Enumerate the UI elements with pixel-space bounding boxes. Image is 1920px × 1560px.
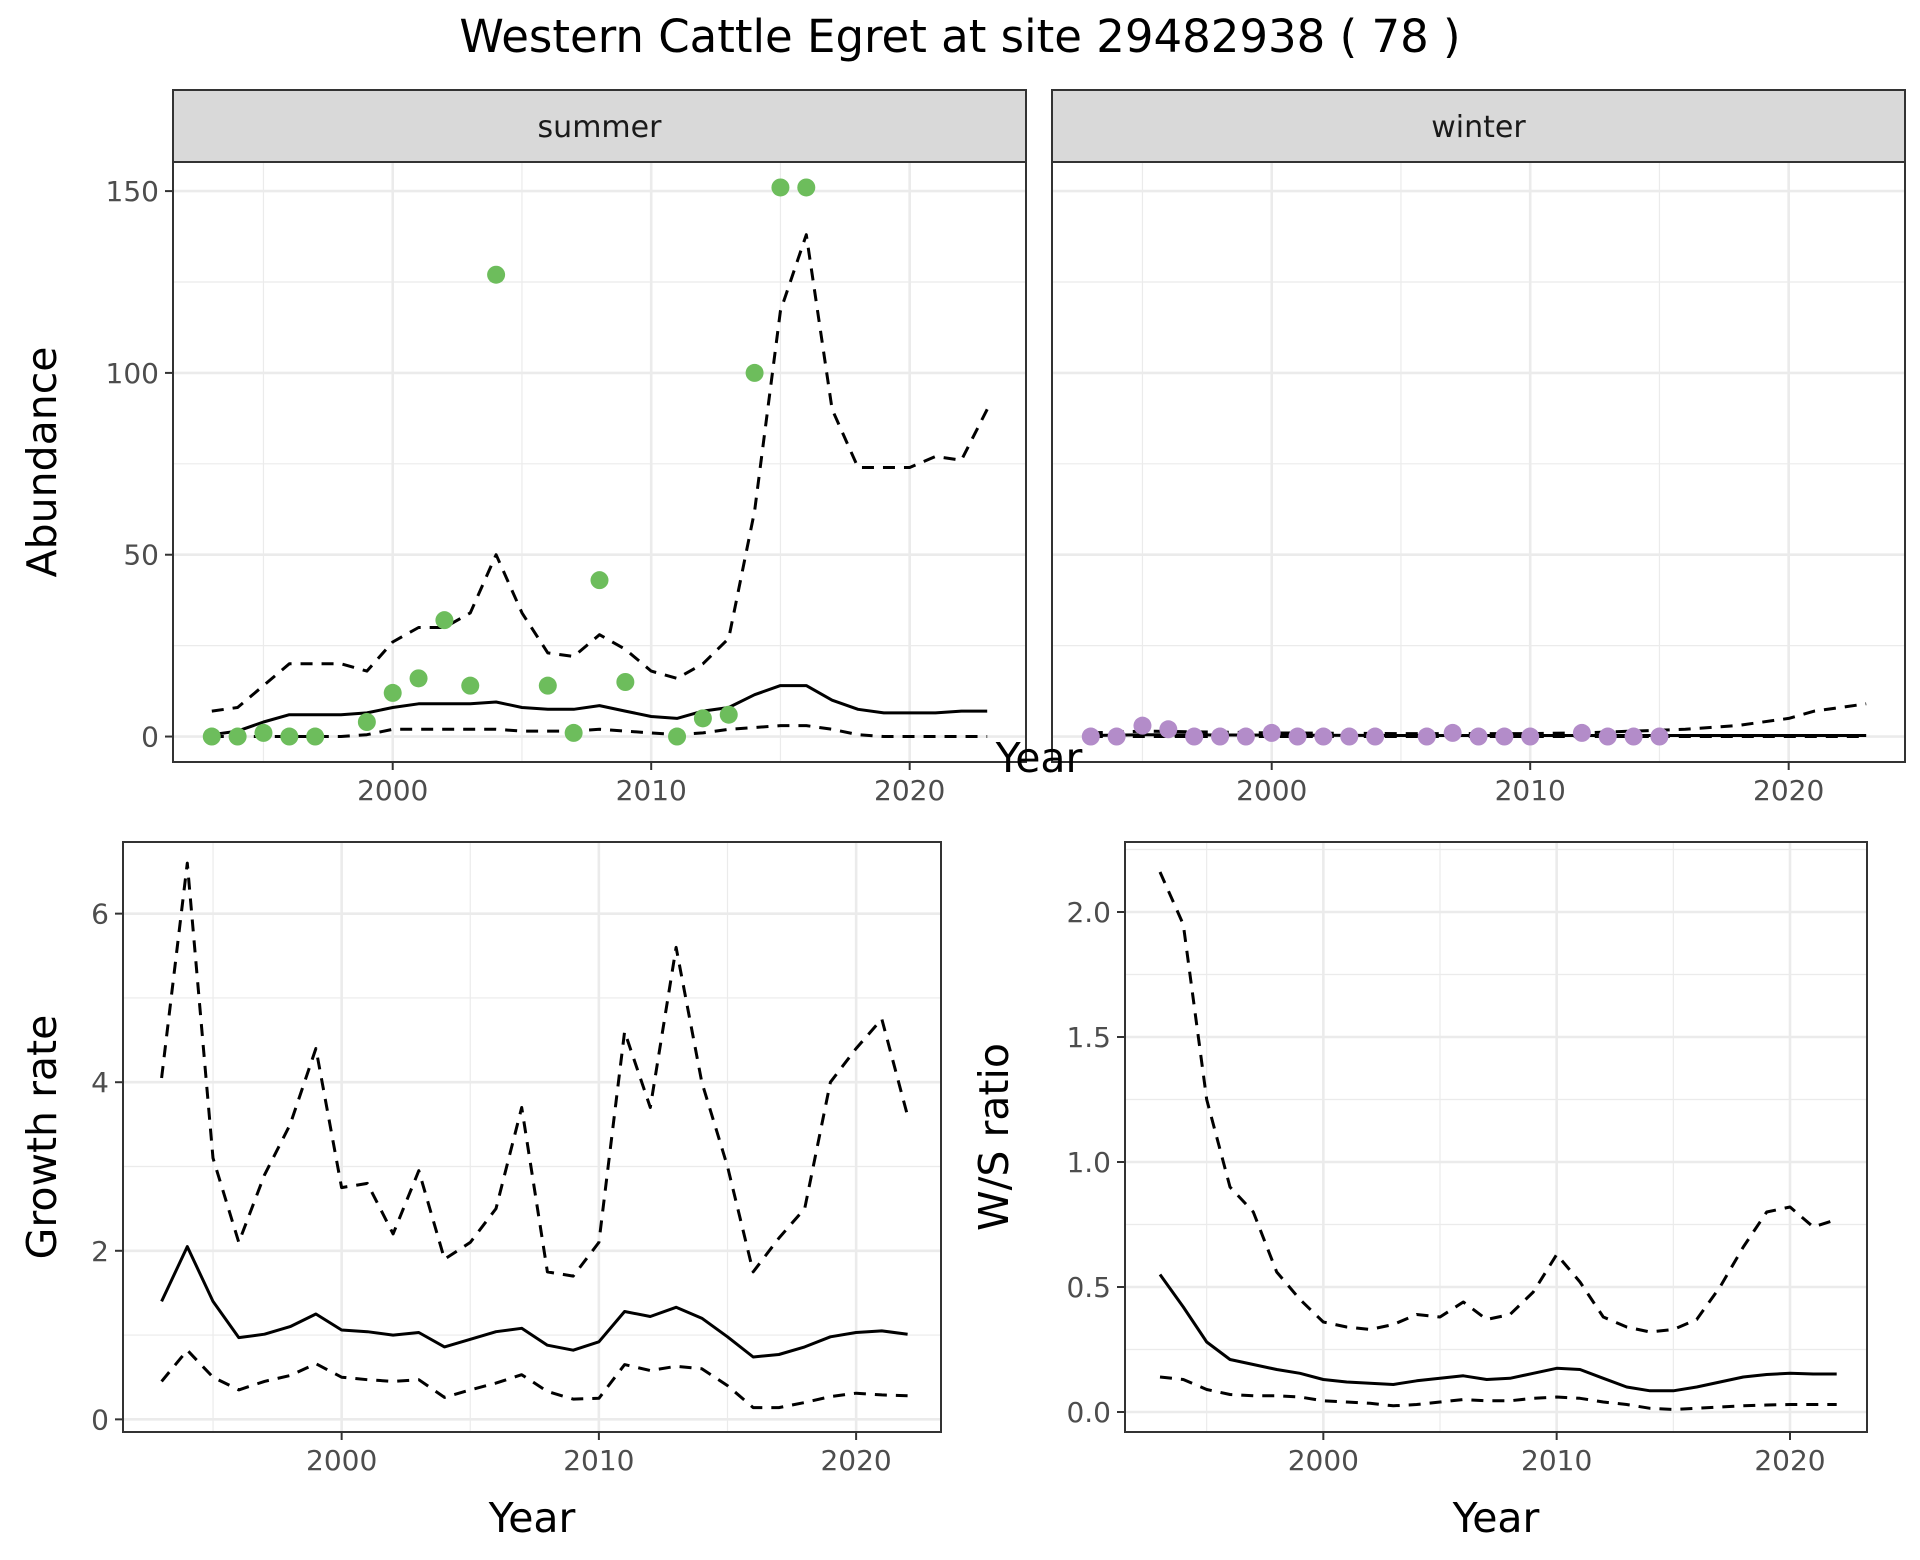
- data-point: [693, 709, 712, 728]
- data-point: [1366, 727, 1385, 746]
- x-tick-label: 2020: [1753, 774, 1824, 807]
- y-tick-label: 150: [106, 175, 159, 208]
- data-point: [771, 178, 790, 197]
- y-tick-label: 50: [123, 539, 159, 572]
- growth-rate-chart: 2000 2010 2020 0 2 4 6 Year Growth rate: [18, 841, 942, 1542]
- y-tick-label: 6: [91, 898, 109, 931]
- facet-strip: [1051, 89, 1906, 163]
- data-point: [1159, 720, 1178, 739]
- data-point: [487, 265, 506, 284]
- data-point: [1469, 727, 1488, 746]
- x-tick-label: 2010: [563, 1444, 634, 1477]
- y-axis-title: W/S ratio: [970, 1043, 1018, 1231]
- x-axis-title: Year: [488, 1494, 576, 1542]
- data-point: [1598, 727, 1617, 746]
- data-point: [306, 727, 325, 746]
- panel-border: [1124, 841, 1868, 1433]
- y-axis-title: Abundance: [18, 347, 66, 578]
- data-point: [1185, 727, 1204, 746]
- data-point: [409, 669, 428, 688]
- x-tick-label: 2000: [1236, 774, 1307, 807]
- data-point: [616, 673, 635, 691]
- x-tick-label: 2020: [820, 1444, 891, 1477]
- x-tick-label: 2000: [306, 1444, 377, 1477]
- y-tick-label: 1.5: [1066, 1021, 1111, 1054]
- x-tick-label: 2000: [357, 774, 428, 807]
- upper-bound-line: [1158, 871, 1838, 1334]
- chart-title: Western Cattle Egret at site 29482938 ( …: [459, 10, 1461, 63]
- y-tick-label: 2.0: [1066, 896, 1111, 929]
- y-tick-label: 1.0: [1066, 1146, 1111, 1179]
- data-point: [1443, 723, 1462, 742]
- x-tick-label: 2020: [874, 774, 945, 807]
- upper-bound-line: [211, 233, 989, 713]
- data-point: [1133, 716, 1152, 735]
- data-point: [202, 727, 221, 746]
- mean-line: [211, 684, 988, 737]
- data-point: [668, 727, 687, 746]
- data-point: [797, 178, 816, 197]
- data-point: [1417, 727, 1436, 746]
- data-point: [1340, 727, 1359, 746]
- data-point: [435, 611, 454, 630]
- panel-border: [172, 161, 1027, 763]
- data-point: [745, 363, 764, 382]
- data-point: [719, 705, 738, 724]
- data-point: [254, 723, 273, 742]
- data-point: [1236, 727, 1255, 746]
- x-tick-label: 2010: [616, 774, 687, 807]
- panel-border: [1051, 161, 1906, 763]
- lower-bound-line: [160, 1348, 908, 1410]
- y-tick-label: 2: [91, 1235, 109, 1268]
- data-point: [1650, 727, 1669, 746]
- data-point: [383, 683, 402, 702]
- x-axis-title: Year: [1452, 1494, 1540, 1542]
- mean-line: [1158, 1273, 1837, 1393]
- facet-strip-label: summer: [538, 110, 663, 145]
- data-point: [280, 727, 299, 746]
- ws-ratio-chart: 2000 2010 2020 0.0 0.5 1.0 1.5 2.0 Year W/S ratio: [970, 841, 1868, 1542]
- lower-bound-line: [211, 724, 988, 738]
- data-point: [1262, 723, 1281, 742]
- data-point: [1521, 727, 1540, 746]
- data-point: [1107, 727, 1126, 746]
- data-point: [1081, 727, 1100, 746]
- data-point: [461, 676, 480, 695]
- data-point: [538, 676, 557, 695]
- x-tick-label: 2010: [1495, 774, 1566, 807]
- panel-border: [122, 841, 942, 1433]
- data-point: [1624, 727, 1643, 746]
- data-point: [357, 713, 376, 731]
- y-tick-label: 0.0: [1066, 1396, 1111, 1429]
- y-tick-label: 4: [91, 1066, 109, 1099]
- data-point: [1495, 727, 1514, 746]
- upper-bound-line: [160, 861, 910, 1278]
- upper-bound-line: [1090, 702, 1867, 736]
- facet-strip-label: winter: [1431, 110, 1526, 145]
- y-tick-label: 0: [141, 721, 159, 754]
- data-point: [564, 723, 583, 742]
- y-axis-title: Growth rate: [18, 1015, 66, 1260]
- mean-line: [160, 1245, 908, 1359]
- y-tick-label: 100: [106, 357, 159, 390]
- data-point: [1314, 727, 1333, 746]
- data-point: [1288, 727, 1307, 746]
- x-tick-label: 2000: [1288, 1444, 1359, 1477]
- x-tick-label: 2010: [1521, 1444, 1592, 1477]
- data-point: [1211, 727, 1230, 746]
- y-tick-label: 0: [91, 1403, 109, 1436]
- x-tick-label: 2020: [1754, 1444, 1825, 1477]
- facet-strip: [172, 89, 1027, 163]
- data-point: [590, 571, 609, 590]
- data-point: [228, 727, 247, 746]
- lower-bound-line: [1159, 1375, 1837, 1411]
- y-tick-label: 0.5: [1066, 1271, 1111, 1304]
- data-point: [1572, 723, 1591, 742]
- abundance-chart: summer winter 2000 2010 2020 0 50 100 150 2000 201…: [18, 89, 1906, 807]
- x-axis-title: Year: [995, 734, 1083, 782]
